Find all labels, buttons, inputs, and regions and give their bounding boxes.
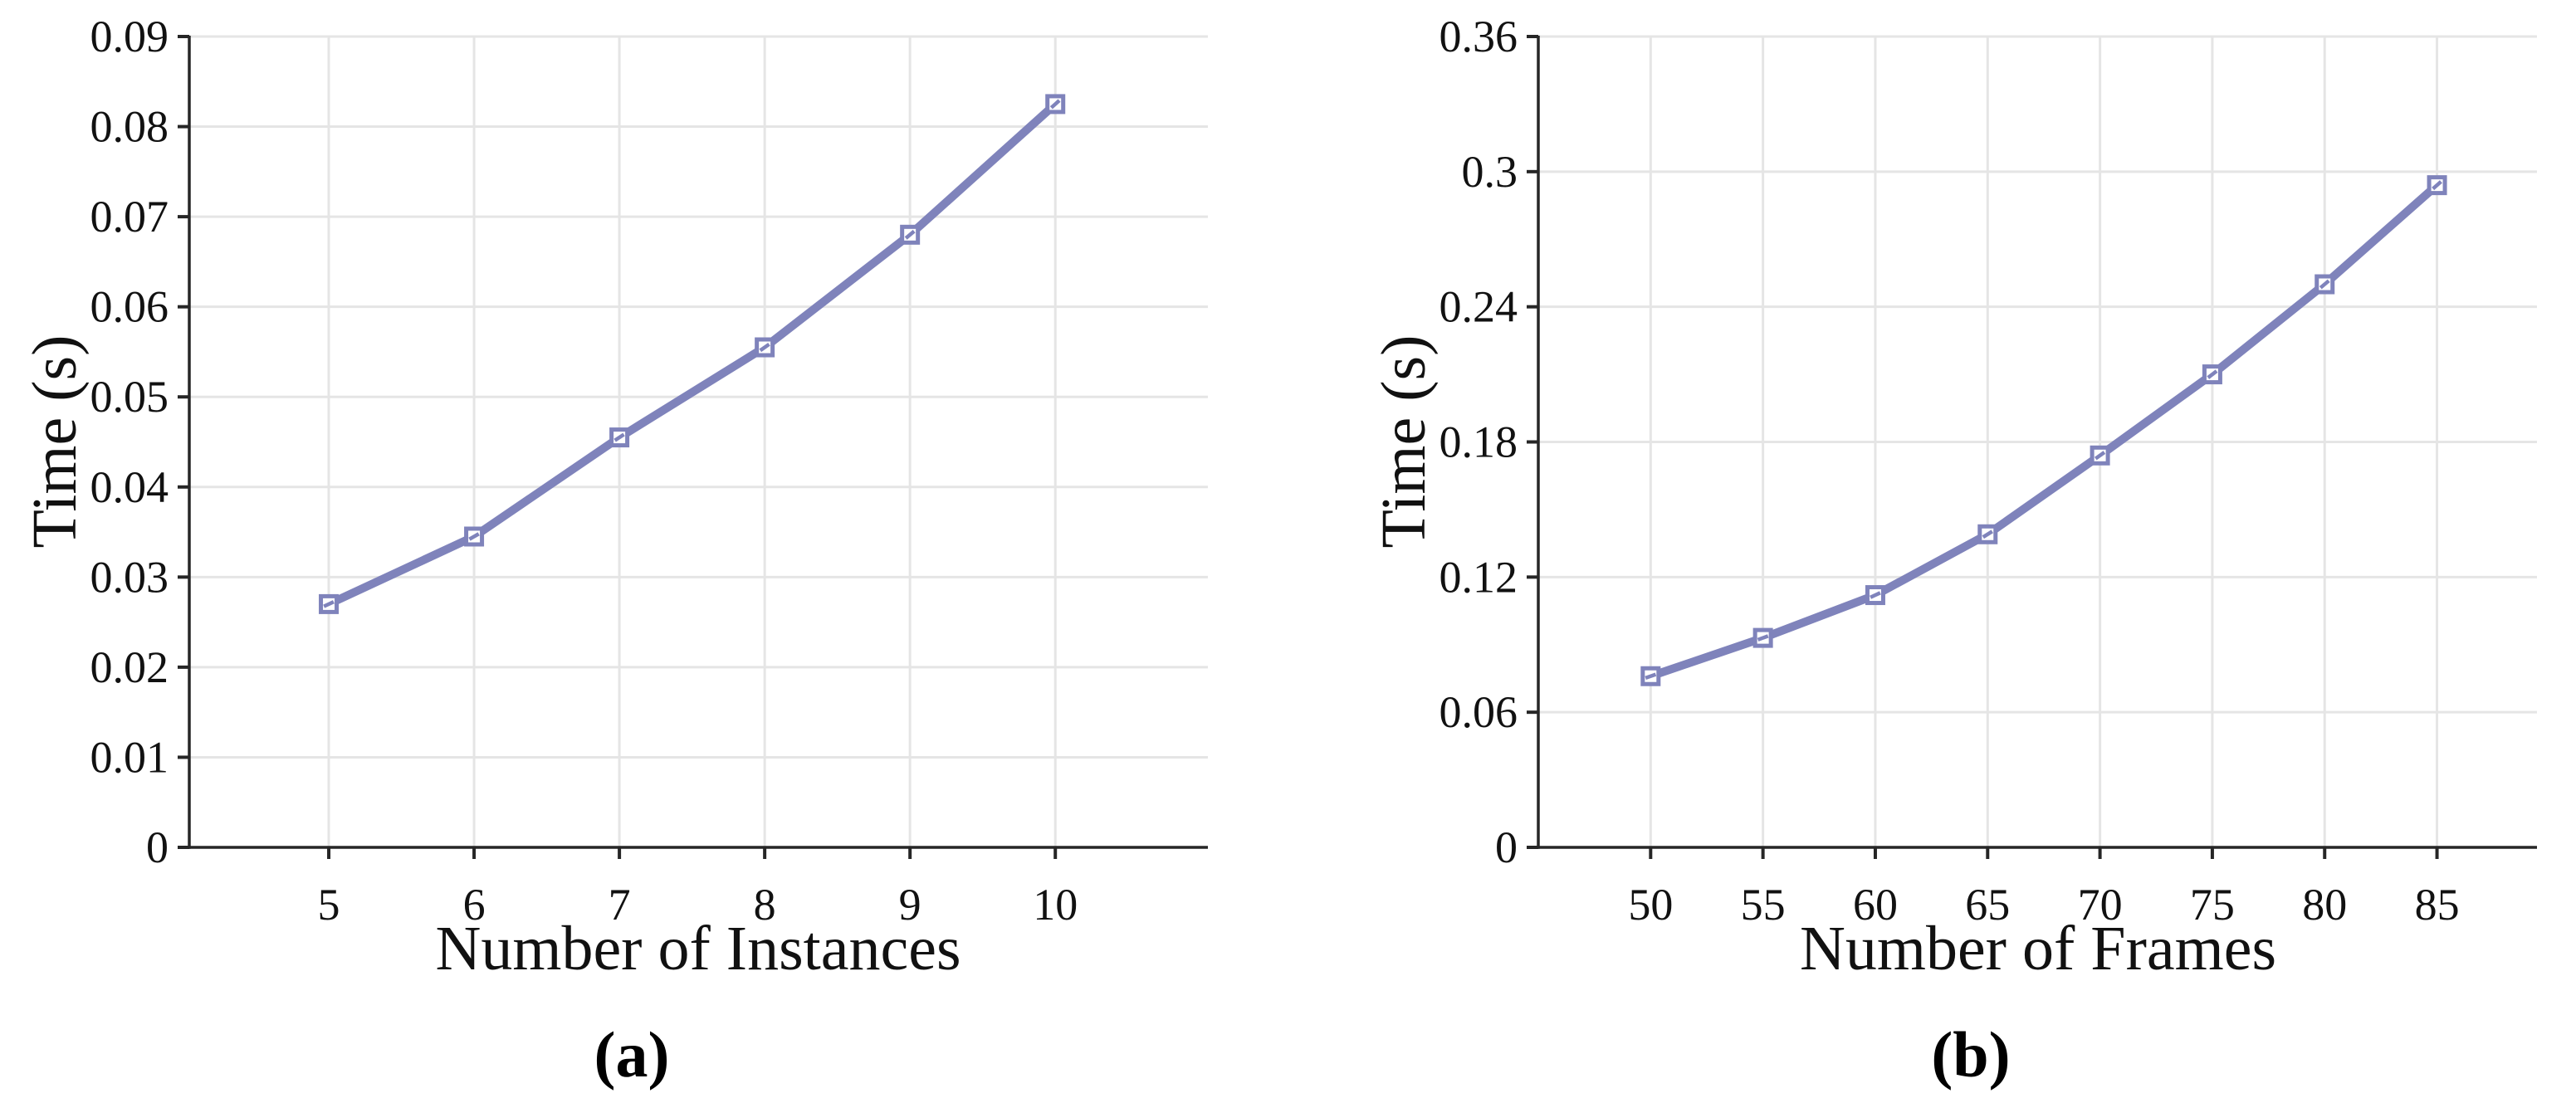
marker-line-streak-b <box>1870 591 1881 599</box>
marker-line-streak-b <box>2432 180 2442 191</box>
subfigure-caption-a: (a) <box>594 1018 670 1091</box>
y-tick-label-b: 0 <box>1495 822 1518 872</box>
marker-line-streak-a <box>759 342 770 353</box>
subfigure-caption-b: (b) <box>1931 1018 2011 1091</box>
y-tick-label-a: 0.02 <box>90 642 169 692</box>
data-line-a <box>325 100 1060 608</box>
x-tick-label-b: 65 <box>1965 880 2010 930</box>
marker-line-streak-b <box>2095 451 2106 461</box>
y-axis-label-b: Time (s) <box>1369 334 1439 549</box>
y-tick-label-a: 0.08 <box>90 102 169 152</box>
y-axis-label-a: Time (s) <box>20 334 90 549</box>
y-tick-label-a: 0.07 <box>90 192 169 242</box>
y-tick-label-a: 0.03 <box>90 552 169 602</box>
marker-line-streak-a <box>323 600 335 608</box>
x-axis-label-a: Number of Instances <box>435 914 961 983</box>
x-tick-label-b: 85 <box>2415 880 2460 930</box>
x-tick-label-a: 10 <box>1033 880 1078 930</box>
y-tick-label-b: 0.3 <box>1462 147 1518 197</box>
y-tick-label-b: 0.12 <box>1440 552 1518 602</box>
x-tick-label-b: 75 <box>2190 880 2235 930</box>
x-tick-label-b: 70 <box>2078 880 2123 930</box>
y-tick-label-a: 0.09 <box>90 12 169 61</box>
y-tick-label-a: 0.06 <box>90 282 169 332</box>
y-tick-label-a: 0.04 <box>90 462 169 512</box>
data-line-b <box>1646 181 2442 681</box>
x-tick-label-a: 6 <box>463 880 486 930</box>
y-tick-label-b: 0.24 <box>1440 282 1518 332</box>
marker-line-streak-b <box>2319 279 2330 290</box>
marker-line-streak-a <box>1049 99 1061 110</box>
x-tick-label-a: 8 <box>754 880 776 930</box>
x-axis-label-b: Number of Frames <box>1799 914 2277 983</box>
y-tick-label-b: 0.18 <box>1440 417 1518 467</box>
marker-line-streak-a <box>468 532 480 541</box>
y-tick-label-a: 0.05 <box>90 372 169 422</box>
y-tick-label-a: 0.01 <box>90 732 169 782</box>
x-tick-label-a: 5 <box>318 880 340 930</box>
marker-line-streak-a <box>904 229 916 240</box>
x-tick-label-a: 7 <box>609 880 631 930</box>
x-tick-label-b: 50 <box>1628 880 1673 930</box>
marker-line-streak-b <box>1645 672 1657 680</box>
marker-line-streak-b <box>1757 634 1769 642</box>
x-tick-label-b: 60 <box>1853 880 1898 930</box>
x-tick-label-a: 9 <box>899 880 921 930</box>
marker-line-streak-a <box>613 432 625 442</box>
y-tick-label-b: 0.06 <box>1440 687 1518 737</box>
x-tick-label-b: 80 <box>2302 880 2347 930</box>
y-tick-label-a: 0 <box>146 822 169 872</box>
marker-line-streak-b <box>2207 369 2218 379</box>
y-tick-label-b: 0.36 <box>1440 12 1518 61</box>
x-tick-label-b: 55 <box>1741 880 1786 930</box>
marker-line-streak-b <box>1982 529 1993 539</box>
